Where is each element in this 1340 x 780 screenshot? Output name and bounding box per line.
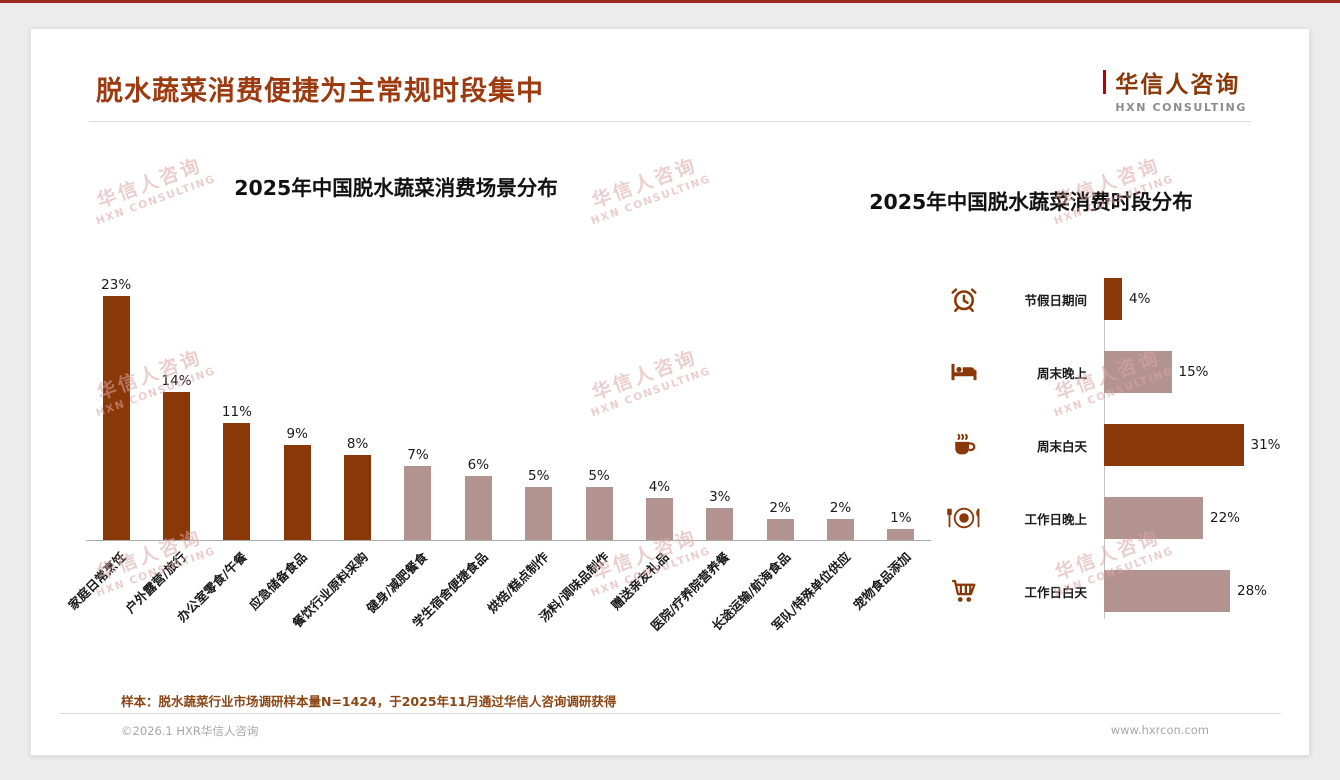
sample-note: 样本：脱水蔬菜行业市场调研样本量N=1424，于2025年11月通过华信人咨询调… (121, 694, 617, 709)
bar-column: 23% 家庭日常烹饪 (65, 269, 146, 613)
time-category-label: 工作日晚上 (1024, 511, 1087, 527)
bar-column: 5% 烘焙/糕点制作 (485, 269, 569, 616)
left-chart-title: 2025年中国脱水蔬菜消费场景分布 (234, 176, 558, 200)
time-category-label: 周末晚上 (1036, 365, 1087, 381)
bar-value-label: 11% (221, 404, 252, 421)
bar-value-label: 4% (1129, 291, 1151, 307)
footer-website: www.hxrcon.com (1110, 723, 1209, 737)
bar (1104, 570, 1230, 612)
bar (102, 296, 130, 540)
bar-value-label: 8% (346, 436, 369, 453)
shopping-cart-icon (941, 576, 987, 606)
bar-column: 2% 长途运输/航海食品 (708, 269, 810, 634)
bar-column: 9% 应急储备食品 (246, 269, 327, 613)
bar-value-label: 1% (890, 510, 912, 527)
bar (1104, 424, 1244, 466)
bar (706, 508, 734, 540)
bar-value-label: 7% (407, 446, 429, 463)
page-title: 脱水蔬菜消费便捷为主常规时段集中 (96, 76, 544, 107)
bar (1104, 278, 1122, 320)
bar-column: 5% 汤料/调味品制作 (536, 269, 629, 625)
top-accent-line (0, 0, 1340, 3)
bar (1104, 497, 1203, 539)
time-bar-row: 周末白天 31% (941, 423, 1309, 467)
report-card: 脱水蔬菜消费便捷为主常规时段集中 华信人咨询 HXN CONSULTING 20… (30, 28, 1310, 756)
coffee-icon (941, 430, 987, 460)
logo: 华信人咨询 HXN CONSULTING (1103, 65, 1247, 114)
bar-column: 8% 餐饮行业原料采购 (289, 269, 387, 630)
time-category-label: 工作日白天 (1024, 584, 1087, 600)
bar (404, 465, 432, 540)
bar-value-label: 5% (527, 468, 550, 484)
time-bar-row: 周末晚上 15% (941, 350, 1309, 394)
bar-value-label: 31% (1250, 437, 1281, 453)
right-chart-title: 2025年中国脱水蔬菜消费时段分布 (869, 190, 1193, 214)
logo-accent-bar (1103, 70, 1107, 94)
bar-value-label: 5% (588, 468, 610, 484)
footer-divider (59, 713, 1281, 714)
bar-value-label: 2% (769, 499, 791, 516)
scene-distribution-chart: 23% 家庭日常烹饪 14% 户外露营/旅行 11% 办公室零食/午餐 9% 应急储备食品 8%… (65, 269, 931, 634)
bar (1104, 351, 1172, 393)
bar-column: 1% 宠物食品添加 (850, 269, 931, 613)
bar (645, 497, 673, 540)
bar (826, 518, 854, 540)
time-bar-row: 工作日晚上 22% (941, 496, 1309, 540)
bar (525, 487, 553, 540)
time-category-label: 节假日期间 (1024, 292, 1087, 308)
bar-value-label: 9% (286, 425, 308, 442)
bar (223, 423, 251, 540)
bar-column: 3% 医院/疗养院营养餐 (648, 269, 750, 634)
alarm-clock-icon (941, 284, 987, 314)
time-bar-row: 工作日白天 28% (941, 569, 1309, 613)
bar (344, 455, 372, 540)
bar-value-label: 2% (829, 499, 852, 516)
bar-value-label: 15% (1178, 364, 1209, 380)
bar (585, 487, 613, 540)
logo-subtitle: HXN CONSULTING (1115, 101, 1247, 114)
bar-value-label: 22% (1210, 510, 1241, 526)
dining-plate-icon (941, 504, 987, 532)
bar-value-label: 28% (1237, 583, 1268, 599)
bar (766, 518, 794, 540)
bar-column: 14% 户外露营/旅行 (122, 269, 206, 616)
bar-column: 2% 军队/特殊单位供应 (769, 269, 870, 634)
header-divider (89, 121, 1251, 122)
bar (283, 444, 311, 540)
time-distribution-chart: 节假日期间 4% 周末晚上 15% 周末白天 31% 工作日晚上 22% 工作日白天 28% (941, 269, 1309, 629)
bar-value-label: 4% (648, 478, 671, 495)
bar-column: 6% 学生宿舍便捷食品 (410, 269, 508, 630)
bar-value-label: 3% (709, 489, 731, 506)
bed-icon (941, 357, 987, 387)
bar (887, 529, 915, 540)
footer-copyright: ©2026.1 HXR华信人咨询 (121, 724, 259, 738)
logo-name: 华信人咨询 (1115, 72, 1241, 98)
bar-column: 7% 健身/减肥餐食 (364, 269, 448, 616)
bar (163, 391, 191, 540)
bar-value-label: 23% (101, 277, 132, 294)
bar-column: 4% 赠送亲友礼品 (608, 269, 689, 613)
time-bar-row: 节假日期间 4% (941, 277, 1309, 321)
bar-value-label: 14% (161, 372, 192, 389)
bar (464, 476, 492, 540)
bar-category-label: 宠物食品添加 (849, 549, 914, 613)
bar-column: 11% 办公室零食/午餐 (174, 269, 267, 624)
bar-value-label: 6% (467, 457, 490, 474)
time-category-label: 周末白天 (1036, 438, 1087, 454)
